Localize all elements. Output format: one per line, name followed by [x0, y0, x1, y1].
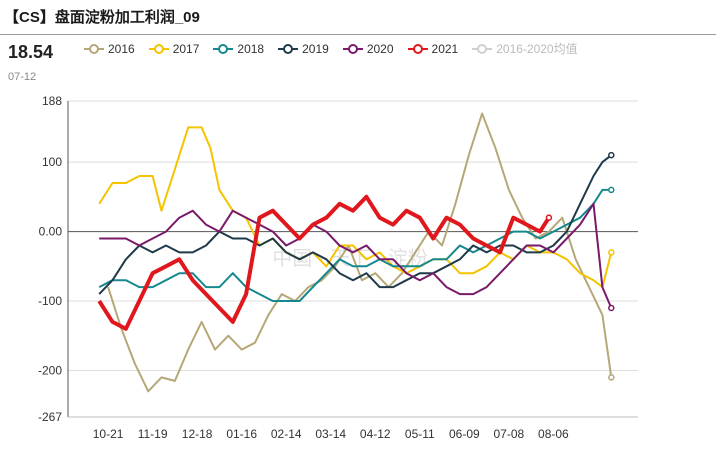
title-divider [0, 34, 716, 35]
legend-item-2020[interactable]: 2020 [342, 40, 394, 57]
legend-label: 2016-2020均值 [496, 42, 578, 56]
legend-label: 2021 [431, 41, 459, 56]
x-tick-label: 12-18 [182, 427, 213, 441]
y-tick-label: 0.00 [39, 225, 63, 239]
series-endpoint-2020 [608, 304, 615, 312]
legend-label: 2016 [108, 41, 135, 56]
y-tick-label: -100 [38, 294, 62, 308]
x-tick-label: 08-06 [538, 427, 569, 441]
series-endpoint-2019 [608, 151, 615, 159]
series-endpoint-2017 [608, 249, 615, 256]
series-endpoint-2016 [608, 374, 615, 381]
legend-item-2016-2020均值[interactable]: 2016-2020均值 [472, 40, 578, 57]
legend-line-icon [84, 43, 104, 54]
legend-label: 2017 [172, 41, 200, 56]
x-tick-label: 10-21 [93, 427, 124, 441]
series-line-2016 [107, 112, 613, 393]
x-tick-label: 04-12 [360, 427, 391, 441]
x-tick-label: 11-19 [138, 427, 168, 441]
legend-line-icon [342, 43, 363, 54]
x-tick-label: 06-09 [449, 427, 480, 441]
legend-line-icon [278, 43, 299, 54]
legend-item-2016[interactable]: 2016 [84, 40, 135, 57]
y-tick-label: 188 [42, 94, 62, 108]
legend-label: 2018 [237, 41, 265, 56]
series-line-2017 [98, 126, 613, 289]
legend-label: 2020 [366, 41, 394, 56]
x-tick-label: 02-14 [271, 427, 302, 441]
series-line-2020 [99, 202, 613, 309]
series-line-2021 [97, 194, 551, 331]
latest-date: 07-12 [8, 71, 37, 83]
series-endpoint-2021 [545, 214, 553, 221]
chart-legend: 2016 2017 2018 2019 2020 2021 2016-2020均值 [84, 40, 578, 57]
legend-line-icon [213, 43, 234, 54]
latest-value: 18.54 [8, 42, 54, 62]
legend-label: 2019 [302, 41, 329, 56]
x-tick-label: 01-16 [226, 427, 257, 441]
legend-item-2017[interactable]: 2017 [148, 40, 200, 57]
y-tick-label: -267 [38, 410, 62, 424]
x-tick-label: 05-11 [405, 427, 435, 441]
legend-line-icon [148, 43, 169, 54]
y-tick-label: -200 [38, 363, 62, 377]
series-line-2019 [98, 154, 612, 295]
legend-line-icon [407, 43, 428, 54]
legend-item-2019[interactable]: 2019 [278, 40, 329, 57]
legend-item-2018[interactable]: 2018 [213, 40, 264, 57]
series-endpoint-2018 [608, 186, 615, 194]
x-tick-label: 07-08 [494, 427, 525, 441]
y-tick-label: 100 [42, 155, 62, 169]
legend-item-2021[interactable]: 2021 [407, 40, 459, 57]
legend-line-icon [472, 43, 493, 54]
chart-title: 【CS】盘面淀粉加工利润_09 [4, 9, 200, 26]
x-tick-label: 03-14 [315, 427, 346, 441]
